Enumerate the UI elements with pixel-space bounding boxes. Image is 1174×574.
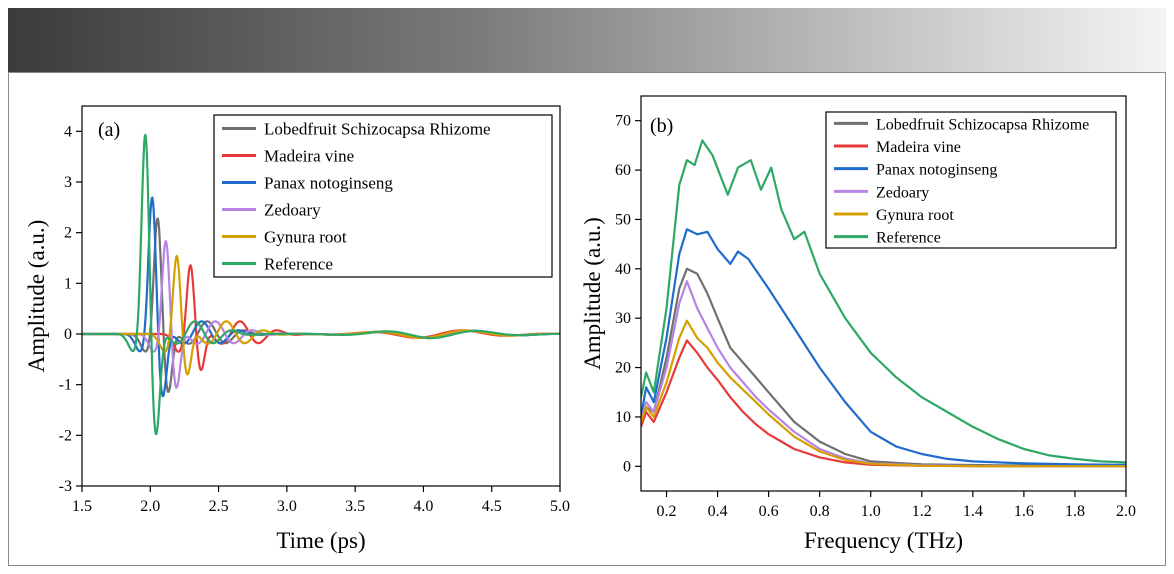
y-tick-label: 50 — [615, 211, 631, 228]
series-line — [641, 267, 1126, 467]
y-tick-label: 60 — [615, 162, 631, 179]
y-tick-label: 0 — [623, 458, 631, 475]
series-line — [641, 228, 1126, 466]
plot-border — [81, 105, 561, 487]
panel-label: (a) — [98, 119, 120, 141]
y-tick-label: -3 — [59, 478, 72, 495]
legend-label: Lobedfruit Schizocapsa Rhizome — [264, 120, 491, 139]
y-tick-label: 0 — [64, 326, 72, 343]
x-axis-label: Frequency (THz) — [804, 528, 963, 553]
x-tick-label: 1.2 — [912, 503, 932, 520]
y-tick-label: -1 — [59, 377, 72, 394]
legend: Lobedfruit Schizocapsa Rhizome Madeira vi… — [213, 114, 553, 278]
y-tick-label: -2 — [59, 427, 72, 444]
series-group — [641, 139, 1126, 468]
legend-label: Madeira vine — [876, 139, 961, 156]
x-tick-label: 0.2 — [657, 503, 677, 520]
y-tick-label: 70 — [615, 113, 631, 130]
legend-label: Zedoary — [264, 201, 321, 220]
x-tick-label: 0.8 — [810, 503, 830, 520]
series-line — [641, 139, 1126, 464]
y-tick-label: 40 — [615, 261, 631, 278]
legend-label: Panax notoginseng — [876, 162, 997, 179]
x-tick-label: 4.5 — [482, 498, 502, 515]
x-tick-label: 1.8 — [1065, 503, 1085, 520]
legend-label: Reference — [264, 255, 333, 274]
legend-label: Lobedfruit Schizocapsa Rhizome — [876, 116, 1089, 133]
x-tick-label: 0.4 — [708, 503, 728, 520]
x-tick-label: 1.0 — [861, 503, 881, 520]
panel-label: (b) — [650, 115, 673, 137]
legend-label: Reference — [876, 230, 941, 247]
series-line — [641, 339, 1126, 468]
x-tick-label: 3.5 — [345, 498, 365, 515]
series-line — [82, 133, 560, 436]
y-tick-label: 30 — [615, 310, 631, 327]
x-tick-label: 5.0 — [550, 498, 570, 515]
legend-box — [213, 114, 553, 278]
legend-label: Gynura root — [264, 228, 347, 247]
x-tick-label: 1.4 — [963, 503, 983, 520]
x-tick-label: 3.0 — [277, 498, 297, 515]
chart-panel-b: 0.2 0.4 0.6 0.8 1.0 1.2 1.4 1.6 1.8 2.0 0 10 20 30 40 5… — [580, 95, 1136, 553]
legend: Lobedfruit Schizocapsa Rhizome Madeira vi… — [825, 111, 1117, 249]
y-tick-label: 20 — [615, 360, 631, 377]
plot-border — [640, 95, 1127, 492]
header-banner — [8, 8, 1166, 72]
x-tick-label: 2.0 — [140, 498, 160, 515]
y-tick-label: 1 — [64, 275, 72, 292]
x-tick-label: 2.5 — [209, 498, 229, 515]
x-tick-label: 2.0 — [1116, 503, 1136, 520]
legend-label: Madeira vine — [264, 147, 354, 166]
y-tick-label: 3 — [64, 174, 72, 191]
x-tick-label: 1.6 — [1014, 503, 1034, 520]
legend-label: Zedoary — [876, 184, 929, 201]
legend-label: Gynura root — [876, 207, 954, 224]
y-tick-label: 4 — [64, 123, 72, 140]
series-group — [82, 133, 560, 436]
legend-box — [825, 111, 1117, 249]
x-axis-label: Time (ps) — [276, 528, 365, 553]
x-tick-label: 0.6 — [759, 503, 779, 520]
y-tick-label: 2 — [64, 225, 72, 242]
series-line — [641, 319, 1126, 468]
chart-panel-a: 1.5 2.0 2.5 3.0 3.5 4.0 4.5 5.0 -3 -2 -1 0 1 2 3 4 Time … — [24, 105, 570, 553]
y-axis-label: Amplitude (a.u.) — [580, 217, 605, 370]
legend-label: Panax notoginseng — [264, 174, 393, 193]
x-tick-label: 4.0 — [413, 498, 433, 515]
y-axis-label: Amplitude (a.u.) — [24, 220, 49, 373]
x-tick-label: 1.5 — [72, 498, 92, 515]
y-tick-label: 10 — [615, 409, 631, 426]
